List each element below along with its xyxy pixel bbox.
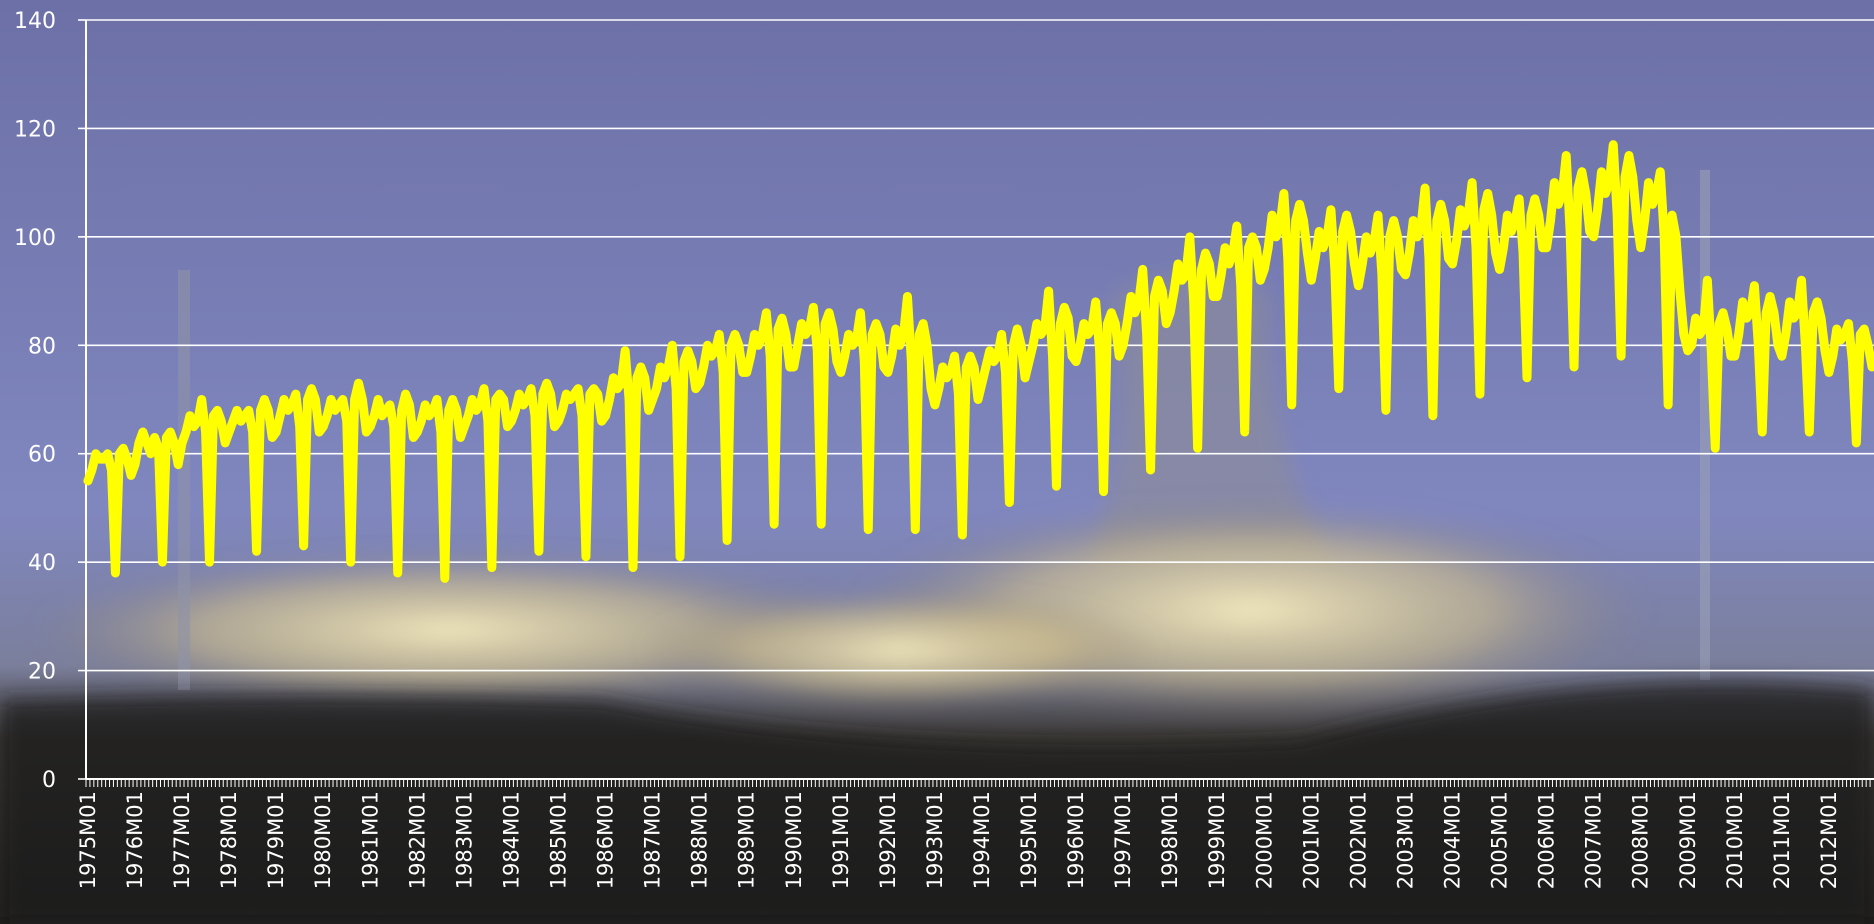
plot-area — [83, 140, 1874, 583]
x-axis: 1975M01 1976M01 1977M01 1978M01 1979M01 1980M… — [76, 778, 1874, 889]
x-tick-label: 2004M01 — [1440, 791, 1464, 889]
y-axis: 0 20 40 60 80 100 120 140 — [14, 9, 87, 793]
x-tick-label: 1982M01 — [405, 791, 429, 889]
x-tick-label: 1988M01 — [688, 791, 712, 889]
x-tick-label: 1986M01 — [594, 791, 618, 889]
x-tick-label: 1985M01 — [546, 791, 570, 889]
x-tick-label: 1998M01 — [1158, 791, 1182, 889]
x-tick-label: 2000M01 — [1252, 791, 1276, 889]
x-tick-label: 2010M01 — [1723, 791, 1747, 889]
x-tick-label: 1987M01 — [641, 791, 665, 889]
x-tick-label: 1989M01 — [735, 791, 759, 889]
x-tick-label: 1976M01 — [123, 791, 147, 889]
y-tick-label: 40 — [28, 551, 56, 576]
x-tick-label: 1990M01 — [782, 791, 806, 889]
x-tick-label: 1977M01 — [170, 791, 194, 889]
y-tick-label: 60 — [28, 443, 56, 468]
x-tick-label: 1984M01 — [499, 791, 523, 889]
x-tick-label: 1991M01 — [829, 791, 853, 889]
x-tick-label: 2001M01 — [1299, 791, 1323, 889]
x-tick-label: 2002M01 — [1346, 791, 1370, 889]
y-tick-label: 120 — [14, 117, 56, 142]
x-tick-label: 1995M01 — [1017, 791, 1041, 889]
x-tick-label: 2005M01 — [1488, 791, 1512, 889]
x-tick-label: 1992M01 — [876, 791, 900, 889]
x-tick-label: 1978M01 — [217, 791, 241, 889]
x-tick-label: 1997M01 — [1111, 791, 1135, 889]
x-tick-label: 2006M01 — [1535, 791, 1559, 889]
x-tick-label: 1994M01 — [970, 791, 994, 889]
y-tick-label: 80 — [28, 334, 56, 359]
x-tick-label: 1981M01 — [358, 791, 382, 889]
y-tick-label: 0 — [42, 768, 56, 793]
x-tick-label: 1980M01 — [311, 791, 335, 889]
x-tick-label: 1979M01 — [264, 791, 288, 889]
x-tick-label: 1983M01 — [452, 791, 476, 889]
x-tick-label: 1996M01 — [1064, 791, 1088, 889]
x-tick-label: 2009M01 — [1676, 791, 1700, 889]
x-tick-label: 2007M01 — [1582, 791, 1606, 889]
x-tick-label: 2003M01 — [1393, 791, 1417, 889]
x-tick-label: 2012M01 — [1817, 791, 1841, 889]
data-line — [83, 140, 1874, 583]
y-tick-label: 100 — [14, 226, 56, 251]
x-tick-label: 1999M01 — [1205, 791, 1229, 889]
y-tick-label: 140 — [14, 9, 56, 34]
x-tick-label: 1993M01 — [923, 791, 947, 889]
x-tick-label: 1975M01 — [76, 791, 100, 889]
x-tick-label: 2008M01 — [1629, 791, 1653, 889]
y-tick-label: 20 — [28, 660, 56, 685]
x-tick-label: 2011M01 — [1770, 791, 1794, 889]
